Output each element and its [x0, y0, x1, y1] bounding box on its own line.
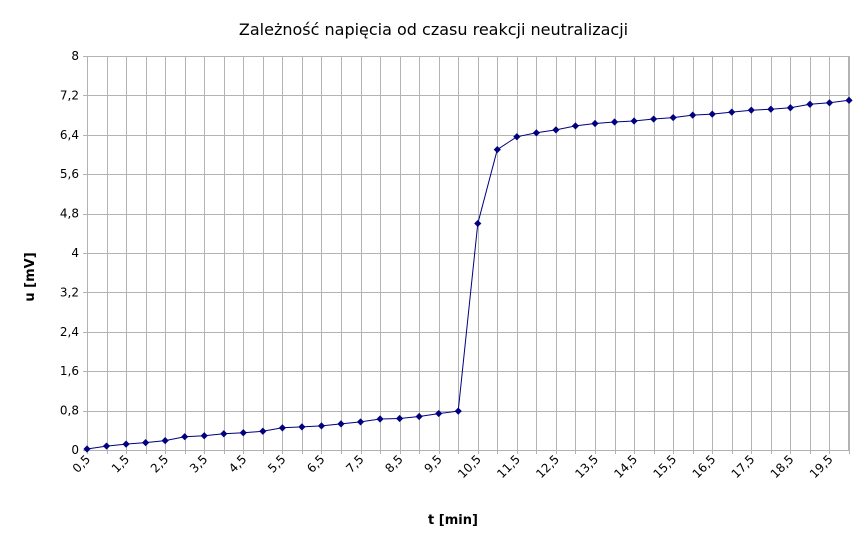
- data-point: [630, 117, 638, 125]
- data-point: [767, 105, 775, 113]
- data-point: [532, 129, 540, 137]
- x-tick-label: 19,5: [807, 452, 836, 481]
- data-point: [415, 412, 423, 421]
- x-tick-label: 15,5: [650, 452, 679, 481]
- x-tick-label: 13,5: [572, 452, 601, 481]
- y-tick-label: 5,6: [60, 167, 79, 181]
- axes: [83, 56, 850, 454]
- data-point: [317, 422, 326, 430]
- data-point: [200, 432, 208, 440]
- data-point: [591, 119, 599, 128]
- x-tick-label: 2,5: [148, 452, 171, 475]
- x-tick-label: 17,5: [729, 452, 758, 481]
- y-tick-labels: 0 0,8 1,6 2,4 3,2 4 4,8 5,6 6,4 7,2 8: [60, 49, 79, 457]
- x-tick-label: 5,5: [265, 452, 288, 475]
- data-point: [747, 106, 755, 114]
- x-tick-label: 9,5: [421, 452, 444, 475]
- data-point: [239, 429, 247, 437]
- data-point: [571, 122, 580, 130]
- data-point: [689, 111, 697, 119]
- data-point: [278, 424, 286, 432]
- data-point: [376, 415, 384, 423]
- data-point: [708, 110, 716, 118]
- data-point: [552, 126, 560, 134]
- chart-title: Zależność napięcia od czasu reakcji neut…: [238, 20, 629, 39]
- y-tick-label: 7,2: [60, 88, 79, 102]
- y-tick-label: 3,2: [60, 285, 79, 299]
- data-point: [454, 407, 462, 415]
- data-point: [474, 219, 482, 228]
- x-tick-label: 6,5: [304, 452, 327, 475]
- data-point: [728, 108, 736, 116]
- x-tick-label: 10,5: [455, 452, 484, 481]
- data-point: [142, 439, 150, 447]
- x-tick-label: 1,5: [109, 452, 132, 475]
- x-tick-label: 4,5: [226, 452, 249, 475]
- data-point: [298, 423, 306, 431]
- data-point: [83, 445, 91, 453]
- data-point: [806, 100, 814, 108]
- data-point: [786, 104, 794, 112]
- data-point: [122, 440, 130, 448]
- data-point: [356, 418, 365, 426]
- y-tick-label: 0,8: [60, 404, 79, 418]
- x-tick-label: 11,5: [494, 452, 523, 481]
- y-tick-label: 4,8: [60, 207, 79, 221]
- data-point: [669, 113, 677, 122]
- data-point: [337, 420, 345, 428]
- x-tick-label: 12,5: [533, 452, 562, 481]
- y-tick-label: 8: [71, 49, 79, 63]
- data-point: [610, 118, 619, 126]
- data-point: [220, 430, 228, 438]
- y-tick-label: 4: [71, 246, 79, 260]
- data-point: [181, 433, 189, 441]
- data-point: [161, 437, 169, 445]
- data-point: [493, 145, 501, 154]
- plot-frame: [87, 56, 849, 451]
- data-point: [435, 409, 443, 418]
- data-point: [259, 427, 267, 435]
- y-tick-label: 1,6: [60, 364, 79, 378]
- x-tick-label: 7,5: [343, 452, 366, 475]
- series-polyline: [86, 99, 850, 450]
- data-point: [513, 133, 521, 141]
- y-tick-label: 6,4: [60, 128, 79, 142]
- y-tick-label: 2,4: [60, 325, 79, 339]
- y-axis-label: u [mV]: [23, 252, 38, 301]
- x-tick-labels: 0,5 1,5 2,5 3,5 4,5 5,5 6,5 7,5 8,5 9,5 10,5 11,5 12…: [70, 452, 836, 481]
- x-axis-label: t [min]: [428, 513, 478, 528]
- x-tick-label: 18,5: [768, 452, 797, 481]
- grid: [87, 56, 850, 451]
- x-tick-label: 16,5: [690, 452, 719, 481]
- x-tick-label: 14,5: [611, 452, 640, 481]
- data-points: [83, 96, 853, 453]
- x-tick-label: 3,5: [187, 452, 210, 475]
- series-line: [86, 99, 850, 450]
- data-point: [396, 414, 404, 423]
- data-point: [825, 99, 834, 107]
- data-point: [102, 442, 111, 450]
- x-tick-label: 8,5: [382, 452, 405, 475]
- data-point: [650, 115, 658, 123]
- y-tick-label: 0: [71, 443, 79, 457]
- data-point: [845, 96, 853, 104]
